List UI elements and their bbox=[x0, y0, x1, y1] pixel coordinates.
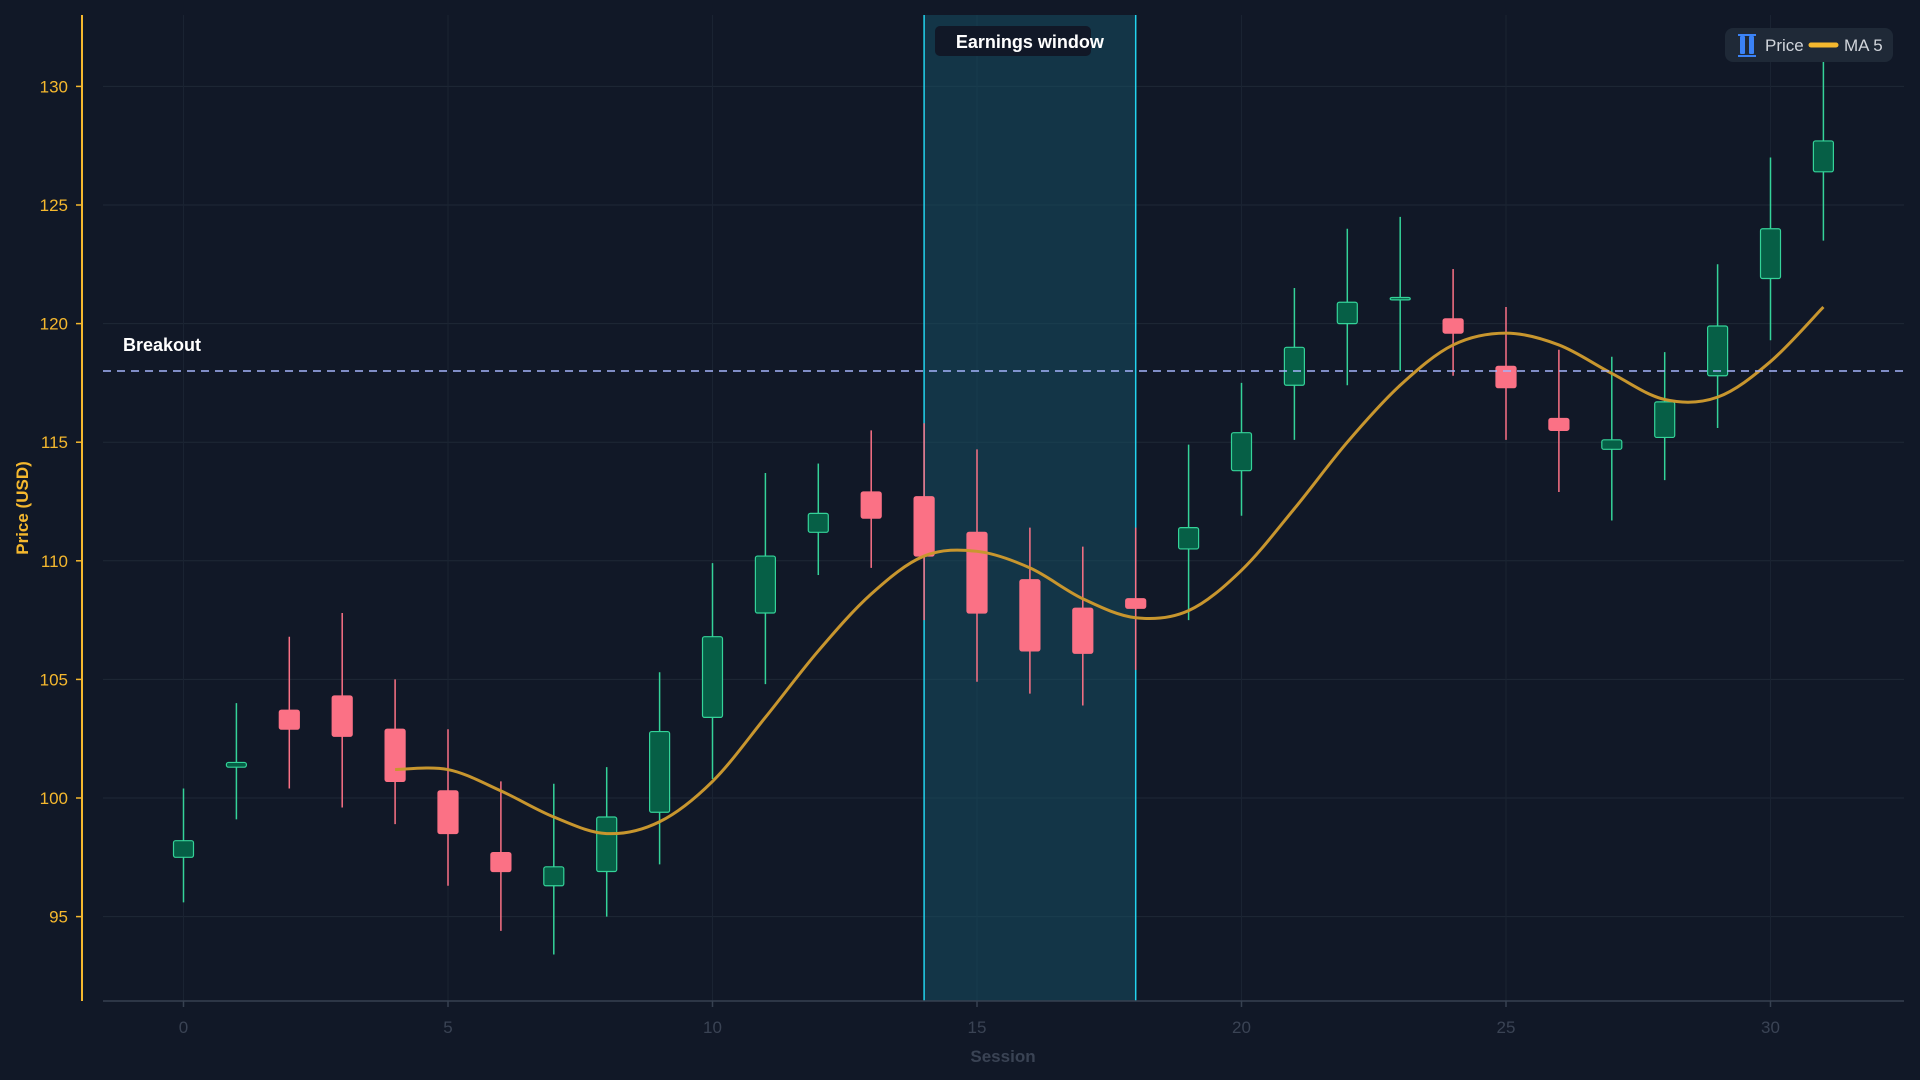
candle bbox=[1177, 444, 1200, 621]
x-axis-title: Session bbox=[970, 1047, 1035, 1066]
legend-label-price: Price bbox=[1765, 36, 1804, 55]
y-tick-label: 105 bbox=[40, 670, 68, 689]
candle-body bbox=[1442, 318, 1464, 334]
x-tick-label: 10 bbox=[703, 1018, 722, 1037]
y-tick-label: 100 bbox=[40, 789, 68, 808]
candle bbox=[1019, 527, 1041, 694]
candle-body bbox=[331, 695, 353, 737]
candle-body bbox=[1495, 365, 1517, 389]
legend-candle-body bbox=[1740, 36, 1745, 54]
candle-body bbox=[754, 555, 777, 614]
candle-body bbox=[1548, 417, 1570, 431]
candle-body bbox=[913, 496, 935, 557]
candle-body bbox=[1389, 296, 1411, 301]
y-tick-label: 125 bbox=[40, 196, 68, 215]
candle bbox=[754, 473, 777, 685]
y-tick-label: 95 bbox=[49, 908, 68, 927]
earnings-window-band bbox=[923, 15, 1137, 1001]
candle bbox=[860, 430, 882, 568]
y-axis-title: Price (USD) bbox=[13, 461, 32, 555]
x-tick-label: 15 bbox=[968, 1018, 987, 1037]
x-tick-label: 0 bbox=[179, 1018, 188, 1037]
candle-body bbox=[807, 512, 829, 533]
candle-body bbox=[278, 709, 300, 730]
candle-body bbox=[1230, 432, 1253, 472]
candles bbox=[172, 57, 1835, 955]
candle bbox=[1654, 352, 1676, 481]
x-tick-label: 30 bbox=[1761, 1018, 1780, 1037]
candle bbox=[331, 612, 353, 808]
breakout-label: Breakout bbox=[123, 335, 201, 355]
ma-series bbox=[395, 305, 1825, 836]
candle-body bbox=[1654, 401, 1676, 439]
earnings-window-label-bg bbox=[935, 26, 1091, 56]
candle-body bbox=[648, 730, 671, 813]
candle-body bbox=[490, 851, 512, 873]
candle bbox=[1230, 382, 1253, 516]
candle-body bbox=[1336, 301, 1358, 325]
candle-body bbox=[1706, 325, 1729, 377]
y-tick-label: 130 bbox=[40, 77, 68, 96]
candle bbox=[1812, 57, 1835, 241]
x-tick-label: 5 bbox=[443, 1018, 452, 1037]
ma5-line bbox=[395, 305, 1825, 836]
candle-body bbox=[543, 866, 565, 887]
y-tick-label: 110 bbox=[41, 552, 68, 571]
candle bbox=[490, 781, 512, 931]
candle bbox=[1336, 228, 1358, 386]
legend-label-ma5: MA 5 bbox=[1844, 36, 1883, 55]
candle bbox=[1706, 264, 1729, 428]
axes: 95 100 105 110 115 120 125 130 0 5 10 15 20 25 30 bbox=[40, 15, 1904, 1037]
x-tick-label: 25 bbox=[1497, 1018, 1516, 1037]
earnings-window-fill bbox=[924, 15, 1136, 1001]
candle-body bbox=[384, 728, 406, 782]
candle-body bbox=[1072, 607, 1094, 654]
candle bbox=[1283, 288, 1306, 440]
candle-body bbox=[1601, 439, 1623, 450]
candle-body bbox=[1812, 140, 1835, 173]
annotations: Earnings window Breakout Session Price (… bbox=[13, 26, 1105, 1066]
candle-body bbox=[437, 790, 459, 835]
candle bbox=[172, 788, 195, 903]
candle bbox=[543, 783, 565, 955]
candle bbox=[384, 679, 406, 825]
candle-body bbox=[1283, 346, 1306, 386]
candle-body bbox=[1019, 579, 1041, 652]
candle bbox=[807, 463, 829, 576]
candle bbox=[1442, 269, 1464, 376]
y-tick-label: 115 bbox=[41, 433, 68, 452]
candle bbox=[1072, 546, 1094, 706]
candle bbox=[1759, 157, 1782, 341]
candlestick-icon bbox=[1738, 34, 1756, 57]
candle bbox=[596, 767, 618, 917]
candle-body bbox=[1177, 526, 1200, 550]
candle-body bbox=[1125, 598, 1147, 609]
candle bbox=[278, 636, 300, 789]
candle bbox=[225, 703, 247, 820]
candle-body bbox=[172, 840, 195, 858]
candle bbox=[648, 672, 671, 865]
candle-body bbox=[860, 491, 882, 519]
legend-candle-body bbox=[1749, 36, 1754, 54]
x-tick-label: 20 bbox=[1232, 1018, 1251, 1037]
candle-body bbox=[1759, 228, 1782, 280]
candle bbox=[701, 563, 724, 780]
candle bbox=[1125, 527, 1147, 670]
y-tick-label: 120 bbox=[40, 315, 68, 334]
candle-body bbox=[701, 636, 724, 718]
candle-body bbox=[966, 531, 988, 614]
legend: Price MA 5 bbox=[1725, 28, 1893, 62]
candle bbox=[1548, 349, 1570, 493]
candle bbox=[437, 729, 459, 886]
candle-body bbox=[596, 816, 618, 873]
candle bbox=[1389, 216, 1411, 372]
candle-body bbox=[225, 761, 247, 768]
earnings-window-label: Earnings window bbox=[956, 32, 1105, 52]
candle bbox=[1601, 356, 1623, 521]
candle bbox=[1495, 306, 1517, 440]
